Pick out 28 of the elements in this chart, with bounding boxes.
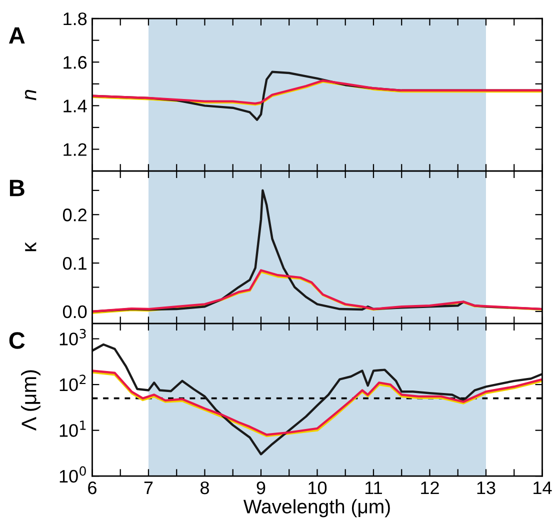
- x-tick-label: 11: [365, 482, 382, 494]
- x-axis-title: Wavelength (μm): [243, 499, 390, 518]
- x-tick-label: 9: [256, 481, 266, 494]
- y-tick-label: 0.0: [62, 305, 87, 318]
- x-tick-label: 7: [144, 482, 153, 494]
- y-tick-label: 10$^{3}$: [60, 328, 86, 346]
- y-tick-label: 10$^{0}$: [60, 466, 86, 483]
- x-tick-label: 8: [200, 481, 209, 494]
- x-tick-label: 6: [88, 481, 96, 494]
- y-tick-label: 1.8: [64, 12, 87, 26]
- text: C: [9, 332, 25, 349]
- x-tick-label: 13: [477, 481, 496, 494]
- y-tick-label: 1.6: [64, 56, 87, 69]
- y-tick-label: 1.4: [64, 100, 87, 112]
- y-axis-title: κ: [25, 242, 36, 252]
- y-tick-label: 0.2: [62, 208, 86, 222]
- x-tick-label: 10: [308, 481, 327, 494]
- line-series: [92, 343, 542, 456]
- y-tick-label: 1.2: [64, 143, 86, 156]
- text: A: [8, 27, 25, 44]
- y-tick-label: 0.1: [62, 256, 86, 270]
- y-tick-label: 10$^{2}$: [60, 374, 86, 392]
- y-tick-label: 10$^{1}$: [60, 420, 86, 437]
- y-axis-title: n: [24, 90, 36, 100]
- y-axis-title: Λ (μm): [21, 370, 40, 431]
- x-tick-label: 14: [534, 482, 552, 494]
- text: B: [10, 180, 24, 196]
- x-tick-label: 12: [421, 481, 439, 494]
